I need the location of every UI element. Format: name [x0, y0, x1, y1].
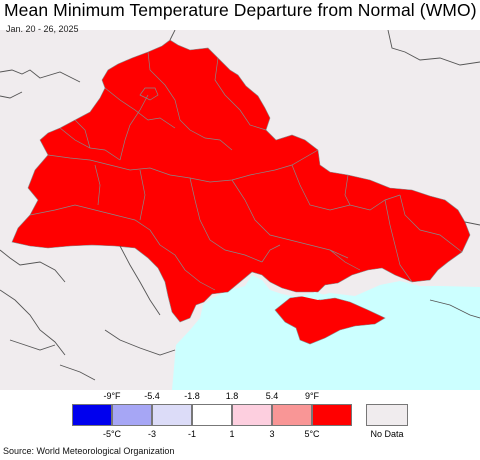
legend-swatch — [232, 404, 272, 426]
legend-fahrenheit-label: -5.4 — [144, 391, 160, 401]
source-credit: Source: World Meteorological Organizatio… — [3, 446, 175, 456]
map-title: Mean Minimum Temperature Departure from … — [4, 0, 477, 20]
legend-fahrenheit-label: 1.8 — [225, 391, 239, 401]
legend-swatch — [152, 404, 192, 426]
oblast-boundaries — [29, 51, 463, 291]
legend-swatch — [312, 404, 352, 426]
legend-swatch — [272, 404, 312, 426]
date-range: Jan. 20 - 26, 2025 — [6, 24, 79, 34]
dnipro-estuary — [250, 285, 275, 296]
legend-fahrenheit-label: -9°F — [103, 391, 121, 401]
legend-celsius-label: -3 — [147, 429, 157, 439]
no-data-swatch — [366, 404, 408, 426]
legend-swatch — [192, 404, 232, 426]
legend-celsius-label: -5°C — [102, 429, 122, 439]
neighbor-borders — [0, 30, 480, 381]
legend: -9°F -5.4 -1.8 1.8 5.4 9°F -5°C -3 -1 1 3 5°C No Dat… — [0, 390, 480, 440]
ukraine-anomaly-region — [11, 39, 471, 323]
no-data-label: No Data — [370, 429, 404, 439]
legend-fahrenheit-label: 9°F — [304, 391, 320, 401]
map-area — [0, 30, 480, 390]
legend-fahrenheit-label: 5.4 — [265, 391, 279, 401]
legend-celsius-label: 5°C — [304, 429, 320, 439]
legend-swatch — [112, 404, 152, 426]
temperature-anomaly-map — [0, 30, 480, 390]
legend-celsius-label: 1 — [229, 429, 235, 439]
sivash-lagoon — [300, 292, 328, 300]
legend-celsius-label: 3 — [269, 429, 275, 439]
legend-fahrenheit-label: -1.8 — [184, 391, 200, 401]
legend-celsius-label: -1 — [187, 429, 197, 439]
legend-swatch — [72, 404, 112, 426]
